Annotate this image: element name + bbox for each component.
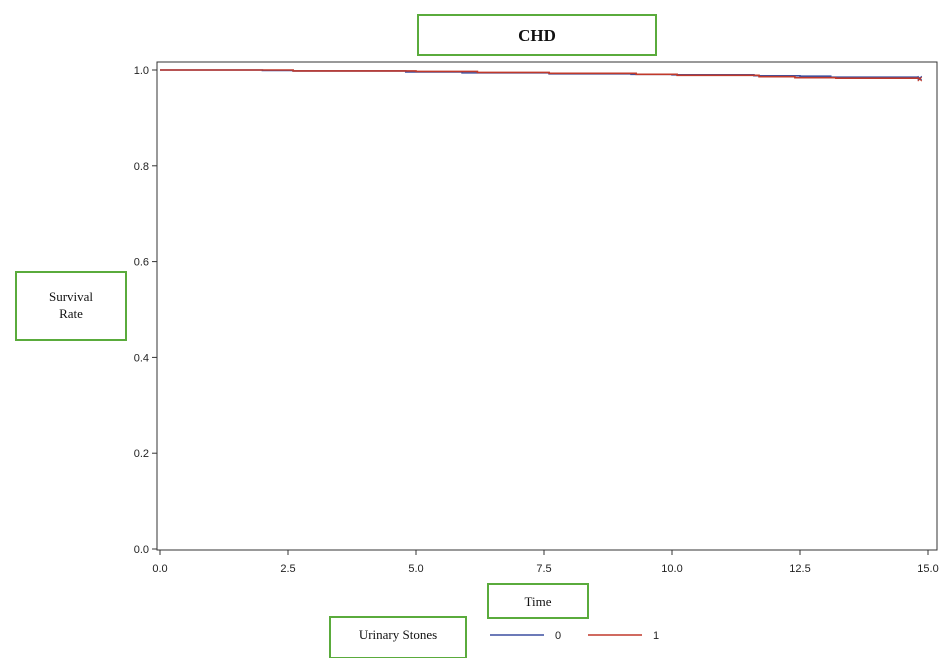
x-tick-label: 10.0 <box>661 563 682 575</box>
x-axis-label: Time <box>525 594 552 609</box>
plot-frame <box>156 61 938 551</box>
series-layer <box>160 69 923 82</box>
y-axis-label: Survival Rate <box>49 289 93 321</box>
ylabel-box <box>15 271 127 341</box>
legend-label-0: 0 <box>555 630 561 642</box>
x-tick-label: 2.5 <box>280 563 295 575</box>
title-box <box>417 14 657 56</box>
y-axis: 0.0 0.2 0.4 0.6 0.8 1.0 <box>134 65 157 556</box>
censor-mark-0 <box>917 75 923 81</box>
x-tick-label: 7.5 <box>536 563 551 575</box>
y-tick-label: 0.4 <box>134 352 149 364</box>
chart-title: CHD <box>518 26 556 45</box>
x-axis: 0.0 2.5 5.0 7.5 10.0 12.5 15.0 <box>152 550 939 575</box>
legend: Urinary Stones 0 1 <box>329 616 659 658</box>
legend-label-1: 1 <box>653 630 659 642</box>
legend-title-box <box>329 616 467 658</box>
legend-title: Urinary Stones <box>359 627 437 642</box>
x-tick-label: 0.0 <box>152 563 167 575</box>
xlabel-box <box>487 583 589 619</box>
y-tick-label: 0.2 <box>134 448 149 460</box>
x-tick-label: 15.0 <box>917 563 938 575</box>
x-tick-label: 5.0 <box>408 563 423 575</box>
y-tick-label: 1.0 <box>134 65 149 77</box>
y-tick-label: 0.6 <box>134 257 149 269</box>
y-tick-label: 0.0 <box>134 544 149 556</box>
y-tick-label: 0.8 <box>134 161 149 173</box>
series-line-1 <box>160 69 919 80</box>
x-tick-label: 12.5 <box>789 563 810 575</box>
censor-mark-1 <box>917 76 923 82</box>
